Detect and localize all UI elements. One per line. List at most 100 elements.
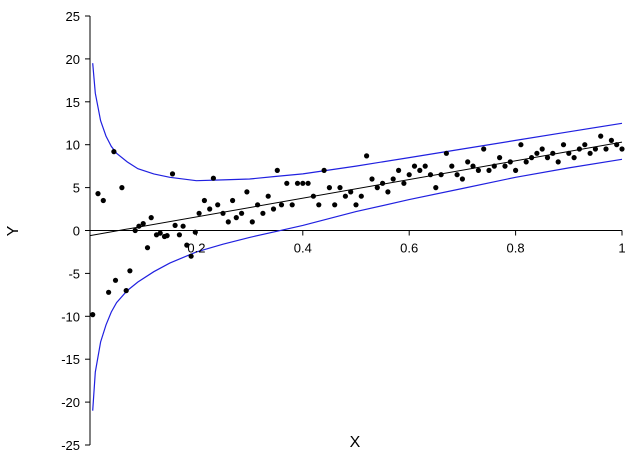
data-point (358, 193, 364, 199)
data-point (300, 180, 306, 186)
data-point (390, 176, 396, 182)
data-point (619, 146, 625, 152)
data-point (184, 242, 190, 248)
data-point (539, 146, 545, 152)
y-tick-label: -20 (61, 395, 80, 410)
lower-band-line (92, 158, 623, 411)
y-tick-label: 15 (66, 95, 80, 110)
data-point (438, 172, 444, 178)
data-point (326, 185, 332, 191)
data-point (550, 150, 556, 156)
data-point (265, 193, 271, 199)
upper-band-line (92, 63, 623, 182)
data-point (249, 219, 255, 225)
data-point (132, 227, 138, 234)
data-point (401, 180, 407, 186)
data-point (127, 268, 133, 274)
data-point (148, 215, 154, 221)
data-point (255, 202, 261, 208)
data-point (571, 155, 577, 161)
data-point (164, 233, 170, 239)
data-point (518, 142, 524, 148)
data-point (172, 222, 178, 228)
data-point (364, 153, 370, 159)
data-point (310, 193, 316, 199)
y-tick-label: 20 (66, 52, 80, 67)
data-point (220, 210, 226, 216)
y-tick-label: -10 (61, 309, 80, 324)
data-point (337, 185, 343, 191)
data-point (491, 163, 497, 169)
data-point (321, 167, 327, 173)
data-point (396, 167, 402, 173)
data-point (555, 159, 561, 165)
data-point (534, 150, 540, 156)
data-point (201, 197, 207, 204)
data-point (188, 253, 194, 259)
x-tick-label: 0.8 (507, 241, 525, 256)
data-point (523, 159, 529, 165)
data-points (90, 133, 625, 318)
data-point (353, 202, 359, 208)
data-point (348, 189, 354, 195)
data-point (225, 219, 231, 225)
data-point (176, 232, 182, 238)
fit-line (89, 141, 623, 237)
data-point (278, 202, 285, 208)
data-point (566, 150, 572, 156)
data-point (587, 150, 593, 156)
x-tick-label: 1 (618, 241, 625, 256)
data-point (603, 146, 609, 152)
axes (85, 15, 623, 446)
data-point (502, 163, 508, 169)
data-point (294, 180, 301, 186)
data-point (513, 167, 519, 173)
data-point (196, 210, 202, 216)
data-point (507, 159, 513, 165)
data-point (140, 221, 146, 227)
y-tick-label: -5 (68, 266, 80, 281)
x-tick-label: 0.4 (294, 241, 312, 256)
data-point (192, 229, 198, 235)
data-point (100, 197, 106, 204)
data-point (422, 163, 428, 169)
data-point (136, 223, 142, 229)
data-point (305, 180, 311, 186)
data-point (274, 167, 280, 173)
y-tick-label: -15 (61, 352, 80, 367)
data-point (608, 137, 615, 143)
data-point (406, 172, 412, 178)
data-point (119, 185, 125, 191)
data-point (385, 189, 391, 195)
y-tick-label: 10 (66, 138, 80, 153)
data-point (576, 146, 583, 152)
data-point (316, 202, 322, 208)
data-point (230, 197, 236, 204)
data-point (465, 159, 471, 165)
data-point (449, 163, 455, 169)
data-point (180, 223, 186, 229)
data-point (95, 191, 101, 197)
data-point (369, 176, 375, 182)
y-tick-label: 0 (73, 224, 80, 239)
data-point (106, 289, 112, 295)
data-point (270, 206, 277, 212)
x-axis-title: X (350, 434, 361, 451)
data-point (427, 172, 434, 178)
data-point (433, 185, 439, 191)
fit-line-group (89, 141, 623, 237)
y-tick-label: 5 (73, 181, 80, 196)
data-point (417, 167, 423, 173)
data-point (289, 202, 295, 208)
x-tick-label: 0.6 (400, 241, 418, 256)
data-point (454, 172, 460, 178)
data-point (332, 202, 338, 208)
data-point (470, 163, 476, 169)
data-point (244, 189, 250, 195)
data-point (112, 277, 119, 283)
data-point (90, 312, 96, 318)
data-point (144, 245, 151, 251)
data-point (582, 142, 588, 148)
data-point (560, 142, 567, 148)
